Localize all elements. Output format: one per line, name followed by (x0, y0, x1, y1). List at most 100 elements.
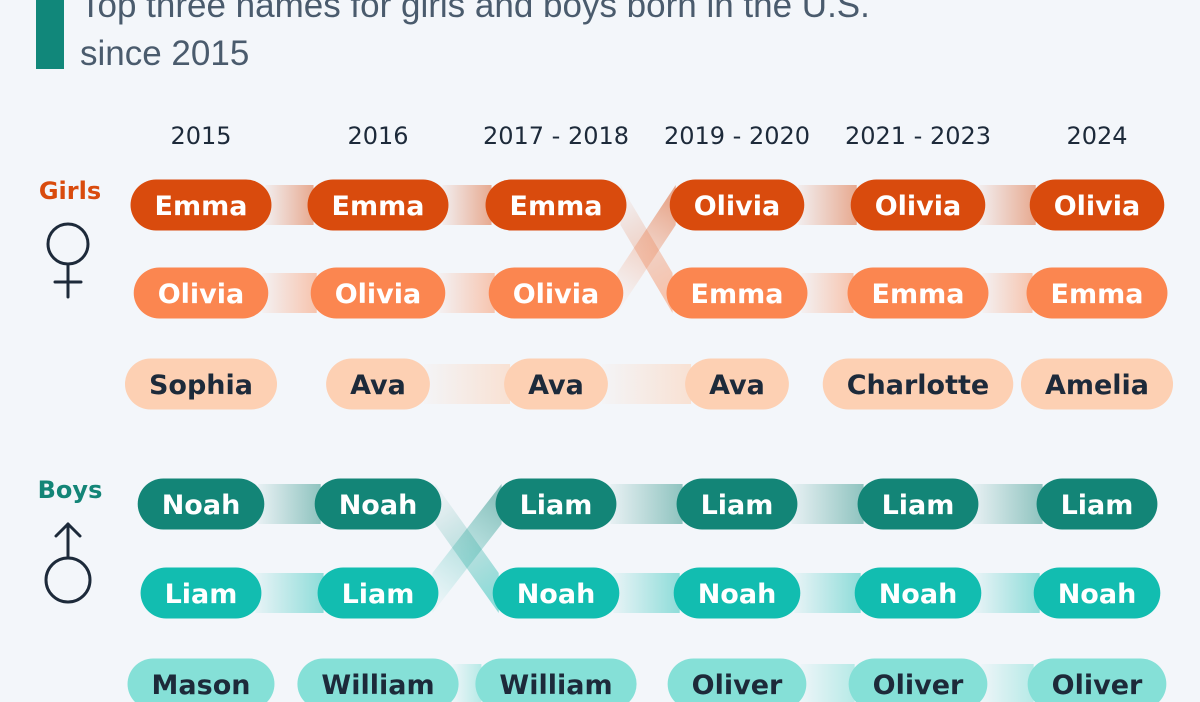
name-pill: Emma (666, 267, 808, 319)
name-label: Liam (520, 490, 593, 521)
name-pill-bg (317, 567, 439, 619)
rank-connector (982, 273, 1033, 313)
name-pill-bg (492, 567, 620, 619)
name-pill-bg (673, 567, 801, 619)
name-label: Oliver (873, 670, 964, 701)
name-label: Emma (332, 191, 425, 222)
name-label: Ava (528, 370, 584, 401)
name-label: William (321, 670, 434, 701)
name-pill: Noah (314, 478, 442, 530)
name-pill: Mason (127, 658, 275, 702)
rank-connector (972, 484, 1043, 524)
name-pill: Liam (317, 567, 439, 619)
name-pill-bg (310, 267, 446, 319)
period-label: 2019 - 2020 (664, 122, 810, 150)
male-symbol-icon (44, 522, 92, 604)
rank-connector (258, 484, 321, 524)
name-pill-bg (676, 478, 798, 530)
name-pill: Emma (130, 179, 272, 231)
name-pill-bg (666, 267, 808, 319)
name-pill: Noah (492, 567, 620, 619)
name-pill-bg (685, 358, 789, 410)
rank-connector (794, 573, 861, 613)
name-label: Emma (691, 279, 784, 310)
name-pill-bg (1020, 358, 1174, 410)
rank-connector (262, 273, 317, 313)
title-line-2: since 2015 (80, 34, 250, 73)
name-pill-bg (850, 179, 986, 231)
female-symbol-icon (46, 222, 90, 299)
name-pill: Olivia (669, 179, 805, 231)
name-label: Emma (872, 279, 965, 310)
rank-connector (442, 185, 492, 225)
name-pill-bg (133, 267, 269, 319)
girls-label: Girls (39, 177, 101, 205)
rank-connector (423, 364, 511, 404)
name-pill-bg (1026, 267, 1168, 319)
name-pill-bg (667, 658, 807, 702)
rank-connector (452, 664, 482, 702)
name-pill: William (297, 658, 459, 702)
rank-connector (617, 185, 676, 313)
name-pill: Emma (307, 179, 449, 231)
name-label: Liam (701, 490, 774, 521)
name-pill-bg (475, 658, 637, 702)
name-pill: Ava (685, 358, 789, 410)
name-label: Emma (155, 191, 248, 222)
name-pill-bg (137, 478, 265, 530)
rank-connector (439, 273, 495, 313)
name-pill-bg (307, 179, 449, 231)
rank-connector (610, 484, 683, 524)
name-pill-bg (326, 358, 430, 410)
name-pill: Ava (504, 358, 608, 410)
name-label: Liam (882, 490, 955, 521)
name-label: Liam (342, 579, 415, 610)
period-label: 2024 (1066, 122, 1127, 150)
group-labels: Girls Boys (38, 177, 103, 604)
name-label: Noah (162, 490, 241, 521)
name-label: Olivia (335, 279, 422, 310)
name-pill-bg (857, 478, 979, 530)
name-pills: Emma Olivia Sophia Emma Olivia Ava Emma Olivia A… (124, 179, 1174, 702)
rank-connector (255, 573, 324, 613)
name-pill: Liam (495, 478, 617, 530)
name-pill-bg (1029, 179, 1165, 231)
name-label: Olivia (513, 279, 600, 310)
name-pill: Olivia (133, 267, 269, 319)
name-pill: Oliver (667, 658, 807, 702)
name-pill-bg (1033, 567, 1161, 619)
rank-connector (432, 484, 502, 613)
name-pill-bg (1036, 478, 1158, 530)
period-label: 2017 - 2018 (483, 122, 629, 150)
name-pill-bg (124, 358, 278, 410)
name-pill: Noah (137, 478, 265, 530)
title-line-1: Top three names for girls and boys born … (80, 0, 870, 25)
name-pill: Emma (485, 179, 627, 231)
name-label: Noah (517, 579, 596, 610)
name-pill-bg (127, 658, 275, 702)
rank-connector (979, 185, 1036, 225)
rank-connector (798, 185, 857, 225)
name-label: Olivia (1054, 191, 1141, 222)
name-label: Charlotte (847, 370, 990, 401)
rank-connectors (255, 185, 1043, 702)
name-pill: Liam (676, 478, 798, 530)
name-label: Emma (1051, 279, 1144, 310)
name-label: Sophia (149, 370, 253, 401)
name-label: Noah (879, 579, 958, 610)
name-pill: William (475, 658, 637, 702)
name-pill-bg (297, 658, 459, 702)
name-label: Noah (698, 579, 777, 610)
rank-connector (975, 573, 1040, 613)
rank-connector (800, 664, 855, 702)
name-label: Amelia (1045, 370, 1149, 401)
title-accent-bar (36, 0, 64, 69)
name-label: William (499, 670, 612, 701)
name-pill-bg (485, 179, 627, 231)
period-label: 2015 (170, 122, 231, 150)
name-pill: Sophia (124, 358, 278, 410)
name-label: Noah (1058, 579, 1137, 610)
name-pill: Ava (326, 358, 430, 410)
name-pill: Olivia (488, 267, 624, 319)
boys-label: Boys (38, 476, 103, 504)
